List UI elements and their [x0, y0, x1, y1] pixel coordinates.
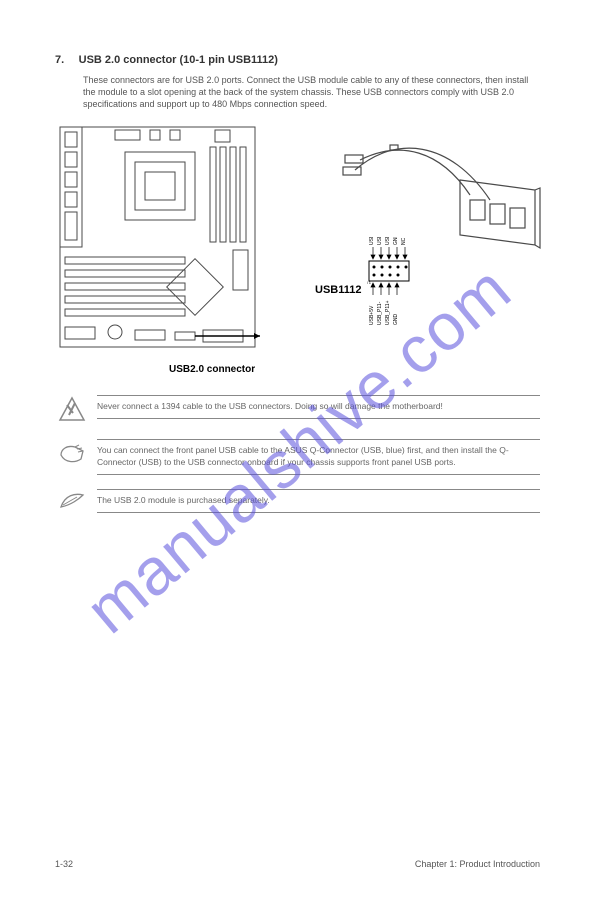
note-text: The USB 2.0 module is purchased separate…	[97, 489, 540, 513]
note-text: Never connect a 1394 cable to the USB co…	[97, 395, 540, 419]
motherboard-diagram	[55, 122, 265, 357]
footer-chapter: Chapter 1: Product Introduction	[415, 859, 540, 869]
manual-page: 7. USB 2.0 connector (10-1 pin USB1112) …	[0, 0, 595, 897]
page-footer: 1-32 Chapter 1: Product Introduction	[55, 859, 540, 869]
hand-icon	[55, 439, 89, 465]
section-description: These connectors are for USB 2.0 ports. …	[83, 74, 540, 110]
note-text: You can connect the front panel USB cabl…	[97, 439, 540, 475]
pin-bot-0: USB+5V	[369, 305, 375, 325]
cable-bracket-diagram	[340, 130, 550, 290]
section-header: 7. USB 2.0 connector (10-1 pin USB1112)	[55, 50, 540, 68]
footer-page-number: 1-32	[55, 859, 73, 869]
section-number: 7.	[55, 54, 64, 66]
figure: USB1112 USB+5V USB_P12- USB_P12+ GND NC	[55, 122, 540, 387]
note-warning: Never connect a 1394 cable to the USB co…	[55, 395, 540, 431]
section-title: USB 2.0 connector (10-1 pin USB1112)	[79, 54, 278, 66]
warning-icon	[55, 395, 89, 425]
pin-bot-3: GND	[393, 314, 399, 326]
figure-caption: USB2.0 connector	[169, 364, 255, 375]
pin-bot-2: USB_P11+	[385, 301, 391, 326]
pin-bot-1: USB_P11-	[377, 302, 383, 326]
note-info: The USB 2.0 module is purchased separate…	[55, 489, 540, 519]
note-important: You can connect the front panel USB cabl…	[55, 439, 540, 481]
pen-icon	[55, 489, 89, 513]
